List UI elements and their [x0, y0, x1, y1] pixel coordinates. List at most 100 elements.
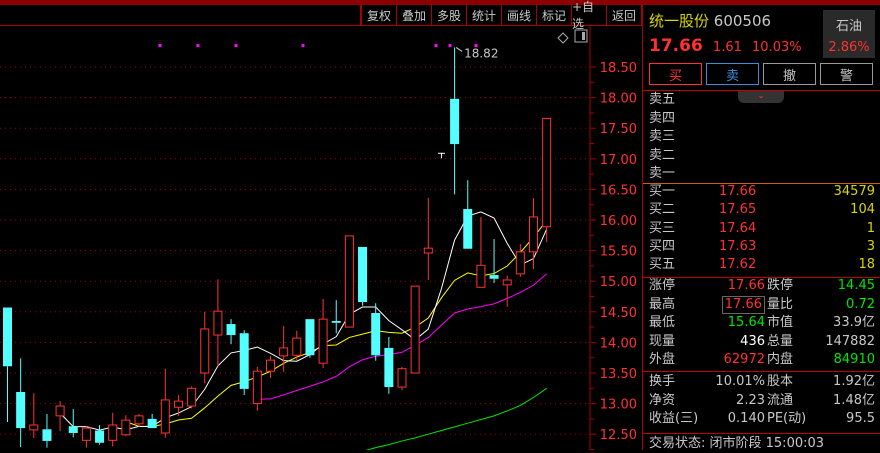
fundamental-label: PE(动) [767, 411, 807, 426]
candle[interactable] [108, 412, 118, 447]
divider [643, 183, 880, 184]
event-marker[interactable] [234, 44, 238, 47]
ask-label: 卖二 [649, 147, 676, 163]
candle[interactable] [437, 152, 445, 159]
candle[interactable] [42, 414, 52, 448]
ask-level: 卖一 [649, 165, 875, 183]
event-marker[interactable] [301, 44, 305, 47]
toolbar-button-1[interactable]: 叠加 [397, 5, 432, 25]
ask-level: 卖二 [649, 147, 875, 165]
stat-row: 外盘 62972 内盘 84910 [649, 351, 875, 369]
event-marker[interactable] [474, 44, 478, 47]
candle[interactable] [450, 47, 460, 195]
candle[interactable] [371, 303, 381, 361]
bid-level[interactable]: 买一 17.66 34579 [649, 183, 875, 201]
divider [643, 371, 880, 372]
candle[interactable] [3, 307, 12, 422]
candle[interactable] [147, 414, 157, 429]
stat-label: 量比 [767, 296, 794, 312]
ask-label: 卖五 [649, 92, 676, 107]
fundamental-row: 收益(三) 0.140 PE(动) 95.5 [649, 410, 875, 428]
candle[interactable] [239, 330, 249, 396]
candle[interactable] [16, 358, 26, 448]
top-strip [0, 0, 880, 5]
y-tick-label: 17.00 [600, 153, 637, 168]
candle[interactable] [358, 246, 368, 306]
candle[interactable] [384, 336, 394, 394]
stat-value: 33.9亿 [833, 315, 875, 330]
candle[interactable] [266, 355, 275, 378]
candle[interactable] [305, 319, 315, 358]
y-tick-label: 16.00 [600, 214, 637, 229]
toolbar-button-0[interactable]: 复权 [362, 5, 397, 25]
fundamental-label: 股本 [767, 374, 794, 389]
fundamental-label: 收益(三) [649, 411, 699, 426]
candle[interactable] [318, 298, 328, 369]
candle[interactable] [160, 368, 170, 438]
fundamental-label: 换手 [649, 374, 676, 389]
candle[interactable] [463, 180, 473, 249]
stat-label: 最低 [649, 315, 676, 330]
ask-label: 卖四 [649, 110, 676, 126]
bid-label: 买四 [649, 238, 676, 254]
candle[interactable] [200, 311, 210, 384]
candle[interactable] [226, 319, 236, 345]
candle[interactable] [423, 197, 433, 280]
diamond-icon[interactable] [557, 32, 569, 44]
toolbar-button-5[interactable]: 标记 [537, 5, 572, 25]
bid-level[interactable]: 买二 17.65 104 [649, 201, 875, 219]
candle[interactable] [331, 300, 341, 334]
candle[interactable] [515, 243, 525, 277]
candle[interactable] [279, 325, 289, 372]
event-marker[interactable] [434, 44, 438, 47]
chart-toolbar: 复权 叠加 多股 统计 画线 标记 +自选 返回 [360, 0, 642, 31]
event-marker[interactable] [196, 44, 200, 47]
bid-level[interactable]: 买四 17.63 3 [649, 238, 875, 256]
candle[interactable] [502, 275, 512, 307]
bid-volume: 3 [866, 238, 875, 254]
candle[interactable] [213, 279, 223, 367]
candle[interactable] [121, 415, 131, 437]
candle[interactable] [173, 395, 183, 416]
candle[interactable] [81, 426, 91, 448]
alert-button[interactable]: 警 [820, 63, 873, 85]
candle[interactable] [134, 414, 144, 427]
y-tick-label: 18.50 [600, 61, 637, 76]
expand-button[interactable]: ⌄ [738, 91, 784, 103]
event-marker[interactable] [448, 44, 452, 47]
candle[interactable] [397, 366, 407, 391]
candle[interactable] [476, 216, 486, 288]
cancel-order-button[interactable]: 撤 [763, 63, 816, 85]
toolbar-button-4[interactable]: 画线 [502, 5, 537, 25]
sector-badge[interactable]: 石油 2.86% [823, 10, 875, 58]
candle[interactable] [489, 238, 499, 284]
candle[interactable] [95, 425, 105, 445]
candle[interactable] [410, 285, 420, 374]
bid-price: 17.65 [719, 202, 757, 218]
candle[interactable] [187, 386, 197, 409]
candle[interactable] [292, 330, 302, 361]
bid-level[interactable]: 买三 17.64 1 [649, 220, 875, 238]
candle[interactable] [55, 401, 65, 432]
buy-button[interactable]: 买 [649, 63, 702, 85]
kline-chart[interactable]: 18.50 18.00 17.50 17.00 16.50 16.00 15.50 15.00… [0, 0, 642, 450]
bid-level[interactable]: 买五 17.62 18 [649, 256, 875, 274]
bid-price: 17.66 [719, 184, 757, 199]
candle[interactable] [252, 366, 262, 411]
candle[interactable] [68, 409, 78, 438]
panel-toggle-icon[interactable] [574, 29, 588, 43]
toolbar-button-3[interactable]: 统计 [467, 5, 502, 25]
candle[interactable] [29, 393, 39, 438]
candle[interactable] [542, 117, 552, 243]
bid-volume: 18 [858, 257, 875, 273]
toolbar-button-6[interactable]: +自选 [572, 0, 607, 31]
ma5-line [59, 211, 548, 431]
candle[interactable] [529, 197, 538, 269]
sell-button[interactable]: 卖 [706, 63, 759, 85]
toolbar-button-2[interactable]: 多股 [432, 5, 467, 25]
candle[interactable] [344, 235, 354, 328]
stat-value: 17.66 [721, 295, 765, 314]
fundamental-label: 流通 [767, 392, 794, 408]
toolbar-button-7[interactable]: 返回 [607, 5, 642, 25]
event-marker[interactable] [158, 44, 162, 47]
